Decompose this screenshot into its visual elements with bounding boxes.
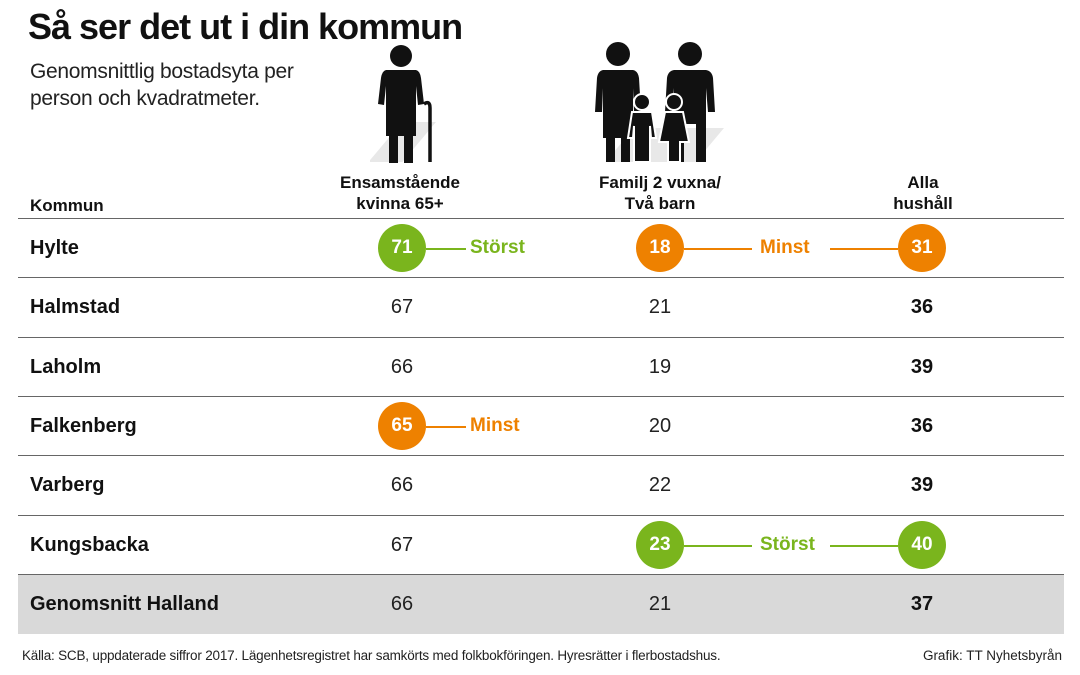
table-row: Halmstad 67 21 36 bbox=[18, 278, 1064, 337]
value-cell: 66 bbox=[390, 356, 414, 378]
row-label: Halmstad bbox=[30, 296, 121, 318]
connector-line bbox=[426, 426, 466, 428]
column-header-alla: Alla hushåll bbox=[873, 172, 973, 214]
highlight-value-circle: 71 bbox=[378, 224, 426, 272]
value-cell: 19 bbox=[648, 356, 672, 378]
column-header-familj-line2: Två barn bbox=[624, 194, 696, 213]
value-cell: 21 bbox=[648, 296, 672, 318]
highlight-tag: Minst bbox=[470, 415, 520, 436]
row-divider bbox=[18, 218, 1064, 219]
credit-note: Grafik: TT Nyhetsbyrån bbox=[922, 648, 1062, 663]
page-title: Så ser det ut i din kommun bbox=[28, 6, 463, 47]
row-divider bbox=[18, 337, 1064, 338]
highlight-tag: Störst bbox=[760, 534, 815, 555]
column-header-kvinna-line2: kvinna 65+ bbox=[356, 194, 444, 213]
connector-line bbox=[830, 545, 898, 547]
row-label: Kungsbacka bbox=[30, 534, 149, 556]
row-label: Genomsnitt Halland bbox=[30, 593, 219, 615]
column-header-kvinna-line1: Ensamstående bbox=[340, 173, 460, 192]
highlight-value-circle: 18 bbox=[636, 224, 684, 272]
highlight-value-circle: 31 bbox=[898, 224, 946, 272]
value-cell: 66 bbox=[390, 474, 414, 496]
row-label: Hylte bbox=[30, 237, 79, 259]
highlight-tag: Störst bbox=[470, 237, 525, 258]
value-cell: 36 bbox=[910, 415, 934, 437]
family-two-adults-two-children-icon bbox=[595, 42, 724, 163]
source-note: Källa: SCB, uppdaterade siffror 2017. Lä… bbox=[22, 648, 721, 663]
highlight-tag: Minst bbox=[760, 237, 810, 258]
value-cell: 39 bbox=[910, 474, 934, 496]
elderly-woman-with-cane-icon bbox=[370, 45, 436, 163]
row-divider bbox=[18, 277, 1064, 278]
connector-line bbox=[830, 248, 898, 250]
value-cell: 67 bbox=[390, 534, 414, 556]
highlight-value-circle: 23 bbox=[636, 521, 684, 569]
table-row: Falkenberg Minst 65 20 36 bbox=[18, 397, 1064, 456]
value-cell: 20 bbox=[648, 415, 672, 437]
row-divider bbox=[18, 455, 1064, 456]
row-label: Varberg bbox=[30, 474, 105, 496]
subtitle: Genomsnittlig bostadsyta per person och … bbox=[30, 60, 294, 110]
connector-line bbox=[684, 248, 752, 250]
column-header-familj-line1: Familj 2 vuxna/ bbox=[599, 173, 721, 192]
table-row: Varberg 66 22 39 bbox=[18, 456, 1064, 515]
value-cell: 21 bbox=[648, 593, 672, 615]
value-cell: 67 bbox=[390, 296, 414, 318]
table-row: Kungsbacka Störst 67 23 40 bbox=[18, 516, 1064, 575]
table-row: Laholm 66 19 39 bbox=[18, 338, 1064, 397]
row-label: Falkenberg bbox=[30, 415, 137, 437]
table-row: Hylte Störst Minst 71 18 31 bbox=[18, 219, 1064, 278]
column-header-alla-line2: hushåll bbox=[893, 194, 953, 213]
row-divider bbox=[18, 515, 1064, 516]
value-cell: 37 bbox=[910, 593, 934, 615]
highlight-value-circle: 65 bbox=[378, 402, 426, 450]
value-cell: 39 bbox=[910, 356, 934, 378]
column-header-alla-line1: Alla bbox=[907, 173, 939, 192]
connector-line bbox=[684, 545, 752, 547]
column-header-kommun: Kommun bbox=[30, 196, 104, 215]
column-header-kvinna: Ensamstående kvinna 65+ bbox=[320, 172, 480, 214]
row-label: Laholm bbox=[30, 356, 102, 378]
row-divider bbox=[18, 574, 1064, 575]
table-row: Genomsnitt Halland 66 21 37 bbox=[18, 575, 1064, 634]
highlight-value-circle: 40 bbox=[898, 521, 946, 569]
row-divider bbox=[18, 396, 1064, 397]
column-header-familj: Familj 2 vuxna/ Två barn bbox=[570, 172, 750, 214]
value-cell: 22 bbox=[648, 474, 672, 496]
value-cell: 66 bbox=[390, 593, 414, 615]
connector-line bbox=[426, 248, 466, 250]
value-cell: 36 bbox=[910, 296, 934, 318]
